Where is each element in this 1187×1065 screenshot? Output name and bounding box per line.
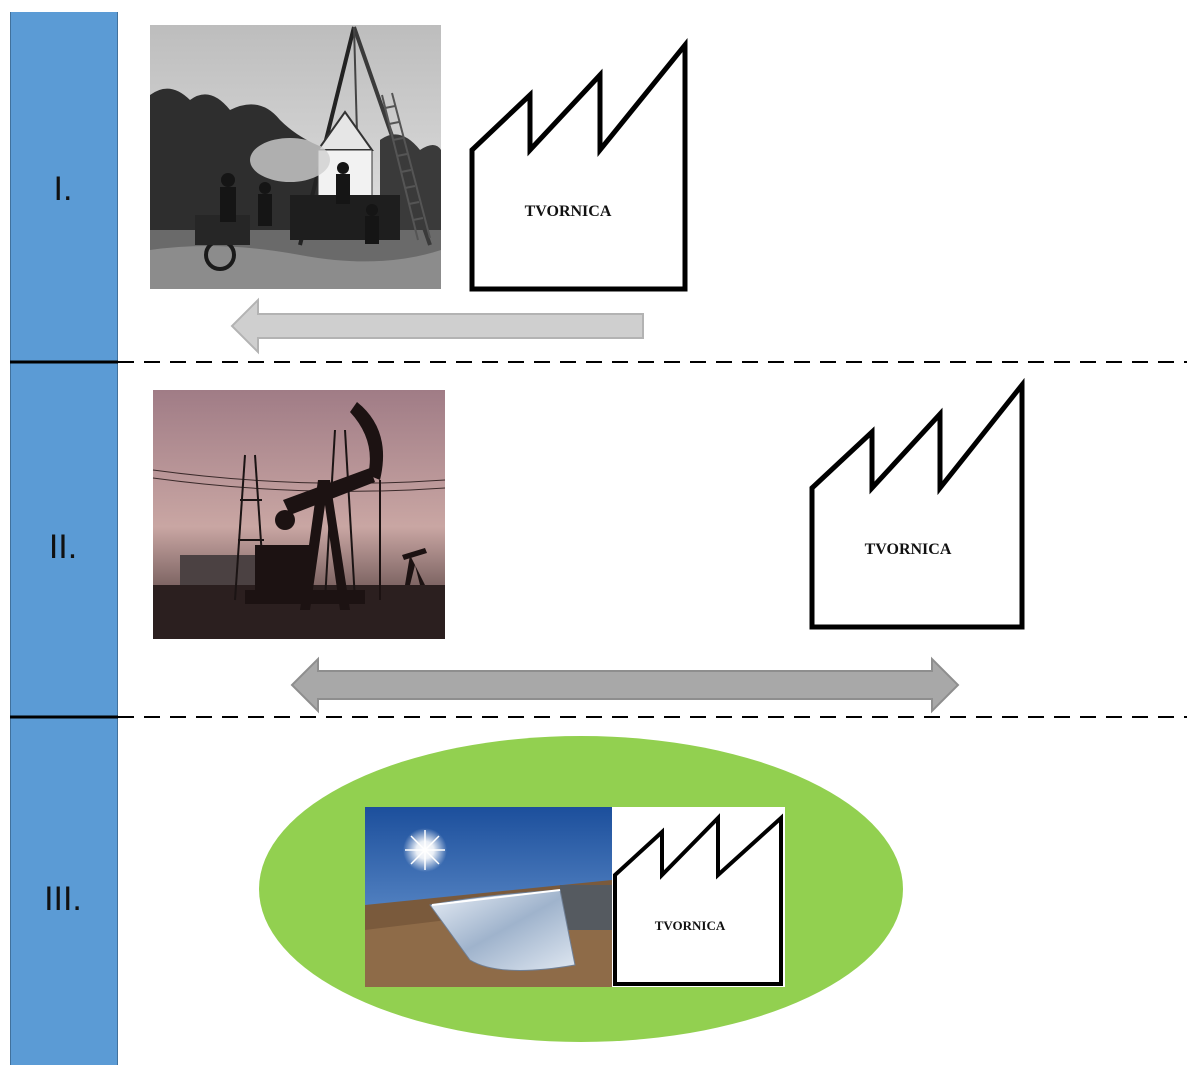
factory-label-3: TVORNICA bbox=[655, 918, 726, 933]
factory-label-1: TVORNICA bbox=[525, 203, 612, 220]
factory-icon-stage-3: TVORNICA bbox=[612, 807, 785, 987]
stage-label-3: III. bbox=[44, 880, 82, 918]
factory-label-2: TVORNICA bbox=[865, 541, 952, 558]
oil-pumpjack-photo bbox=[152, 390, 446, 639]
stage-sidebar bbox=[10, 12, 118, 1065]
arrow-double bbox=[290, 656, 960, 714]
stage-label-2: II. bbox=[48, 528, 78, 566]
factory-icon-stage-2: TVORNICA bbox=[809, 377, 1025, 630]
stage-label-1: I. bbox=[53, 170, 73, 208]
solar-collector-photo bbox=[365, 807, 612, 987]
arrow-left bbox=[230, 297, 644, 355]
factory-icon-stage-1: TVORNICA bbox=[469, 37, 688, 292]
drilling-rig-photo bbox=[150, 25, 441, 289]
